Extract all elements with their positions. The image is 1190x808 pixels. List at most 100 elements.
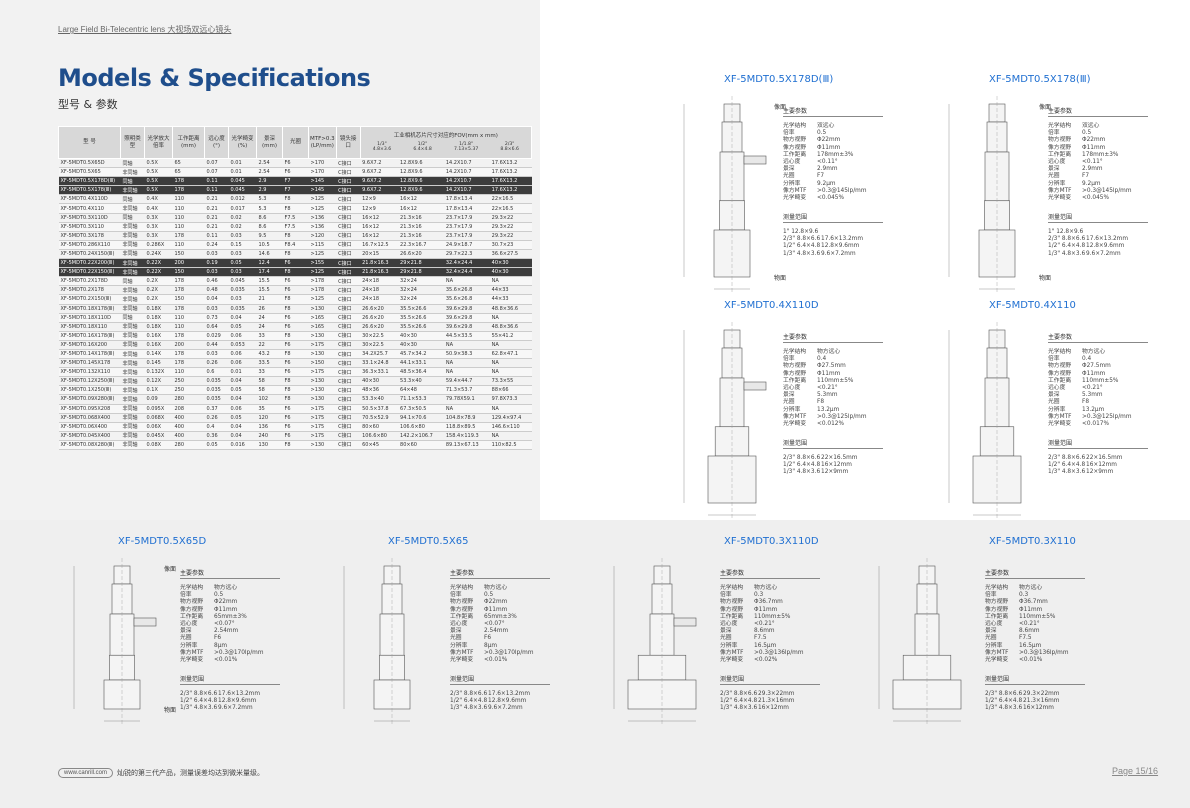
table-cell: XF-5MDT0.068X400 [58, 413, 121, 423]
param-value: <0.01% [484, 656, 508, 663]
table-row: XF-5MDT0.09X280(Ⅲ) 非同轴 0.09 280 0.035 0.04 102… [58, 394, 532, 405]
range-row: 2/3" 8.8×6.6 29.3×22mm [720, 691, 820, 698]
table-cell: 0.045X [144, 431, 173, 441]
table-cell: C接口 [336, 322, 361, 332]
param-key: 像方MTF [783, 413, 807, 420]
table-cell: 22.3×16.7 [398, 240, 444, 250]
param-row: 景深 8.6mm [720, 628, 820, 635]
param-key: 远心度 [450, 620, 468, 627]
param-key: 物方视野 [985, 599, 1009, 606]
param-row: 物方视野 Φ27.5mm [783, 363, 883, 370]
param-row: 光学结构 双远心 [783, 123, 883, 130]
table-cell: 0.73 [204, 313, 229, 323]
param-key: 物方视野 [783, 137, 807, 144]
table-cell: NA [489, 404, 532, 414]
table-cell: 120 [256, 413, 283, 423]
param-row: 像方视野 Φ11mm [720, 607, 820, 614]
range-row: 1/2" 6.4×4.8 16×12mm [783, 462, 883, 469]
table-cell: 32.4×24.4 [443, 258, 490, 269]
table-cell: 0.21 [204, 203, 229, 214]
table-cell: 110×82.5 [489, 440, 532, 451]
param-key: 光学结构 [720, 585, 744, 591]
table-cell: >125 [308, 267, 337, 278]
param-row: 倍率 0.5 [783, 130, 883, 137]
param-row: 物方视野 Φ36.7mm [985, 599, 1085, 606]
table-cell: 44.5×33.5 [443, 331, 490, 341]
param-value: 110mm±5% [817, 377, 854, 384]
range-sensor: 1/2" 6.4×4.8 [450, 698, 488, 705]
table-cell: 0.1X [144, 385, 173, 396]
param-row: 光学畸变 <0.02% [720, 657, 820, 664]
param-key: 景深 [1048, 166, 1060, 173]
param-value: Φ11mm [1082, 144, 1106, 151]
table-cell: 12.8X9.6 [398, 176, 444, 187]
table-cell: 110 [172, 313, 205, 323]
param-row: 分辨率 13.2μm [783, 407, 883, 414]
param-value: 2.9mm [817, 166, 838, 173]
table-cell: F8 [282, 194, 309, 205]
table-cell: F8 [282, 376, 309, 387]
table-cell: >175 [308, 431, 337, 441]
range-row: 1/2" 6.4×4.8 12.8×9.6mm [1048, 243, 1148, 250]
website-link[interactable]: www.canrill.com [58, 768, 114, 778]
param-row: 像方视野 Φ11mm [985, 607, 1085, 614]
range-row: 1/3" 4.8×3.6 16×12mm [720, 705, 820, 712]
table-row: XF-5MDT0.4X110 非同轴 0.4X 110 0.21 0.017 5.3 F8 >1… [58, 203, 532, 214]
table-cell: NA [489, 276, 532, 287]
table-cell: >125 [308, 194, 337, 205]
table-cell: 0.48 [204, 285, 229, 296]
table-cell: 非同轴 [120, 203, 145, 214]
table-cell: F8 [282, 231, 309, 241]
table-row: XF-5MDT0.22X150(Ⅲ) 非同轴 0.22X 150 0.03 0.03 17.… [58, 267, 532, 278]
range-fov: 29.3×22mm [758, 691, 795, 698]
table-cell: 0.06 [228, 404, 257, 414]
col-fov: 工业相机芯片尺寸对应的FOV(mm x mm) 1/3" 4.8×3.6 1/2"… [359, 126, 533, 159]
table-row: XF-5MDT0.5X178D(Ⅲ) 同轴 0.5X 178 0.11 0.045 2.9 F… [58, 176, 532, 187]
table-cell: 64×48 [398, 385, 444, 396]
param-key: 景深 [1048, 392, 1060, 399]
table-cell: 0.21 [204, 222, 229, 232]
table-cell: >175 [308, 413, 337, 423]
table-cell: XF-5MDT0.18X110 [58, 322, 121, 332]
param-value: 0.4 [1082, 356, 1092, 363]
table-cell: 0.035 [228, 285, 257, 296]
table-cell: 14.2X10.7 [443, 176, 490, 187]
param-value: 双远心 [817, 123, 835, 129]
table-row: XF-5MDT0.22X200(Ⅲ) 非同轴 0.22X 200 0.19 0.05 12.… [58, 258, 532, 269]
param-row: 工作距离 110mm±5% [783, 378, 883, 385]
param-row: 像方视野 Φ11mm [783, 371, 883, 378]
table-cell: 33 [256, 367, 283, 378]
range-sensor: 1/3" 4.8×3.6 [783, 469, 821, 476]
col-wd: 工作距离 (mm) [172, 126, 205, 159]
table-cell: F7 [282, 176, 309, 187]
table-cell: 280 [172, 394, 205, 405]
param-row: 倍率 0.5 [450, 592, 550, 599]
range-fov: 17.6×13.2mm [488, 691, 530, 698]
param-value: 物方远心 [484, 585, 508, 591]
table-cell: 非同轴 [120, 340, 145, 350]
range-sensor: 2/3" 8.8×6.6 [450, 691, 488, 698]
table-cell: 102 [256, 394, 283, 405]
param-value: <0.21° [754, 620, 775, 627]
table-row: XF-5MDT0.5X178(Ⅲ) 非同轴 0.5X 178 0.11 0.045 2.9 F… [58, 185, 532, 196]
table-cell: 0.19 [204, 258, 229, 269]
col-dof: 景深 (mm) [256, 126, 283, 159]
param-row: 分辨率 13.2μm [1048, 407, 1148, 414]
table-cell: 0.18X [144, 313, 173, 323]
param-row: 像方视野 Φ11mm [783, 145, 883, 152]
table-row: XF-5MDT0.3X178 非同轴 0.3X 178 0.11 0.03 9.5 F8 >12… [58, 231, 532, 241]
table-cell: 0.08X [144, 440, 173, 451]
table-cell: 非同轴 [120, 440, 145, 451]
table-cell: >170 [308, 167, 337, 178]
table-cell: XF-5MDT0.5X178(Ⅲ) [58, 185, 121, 196]
range-row: 2/3" 8.8×6.6 17.6×13.2mm [450, 691, 550, 698]
param-value: <0.21° [817, 384, 838, 391]
table-cell: 0.017 [228, 203, 257, 214]
param-value: 物方远心 [754, 585, 778, 591]
table-cell: 9.5 [256, 231, 283, 241]
table-cell: C接口 [336, 176, 361, 187]
param-row: 工作距离 178mm±3% [1048, 152, 1148, 159]
table-cell: 70.5×52.9 [360, 413, 399, 423]
table-cell: 17.6X13.2 [489, 185, 532, 196]
table-cell: 150 [172, 294, 205, 305]
